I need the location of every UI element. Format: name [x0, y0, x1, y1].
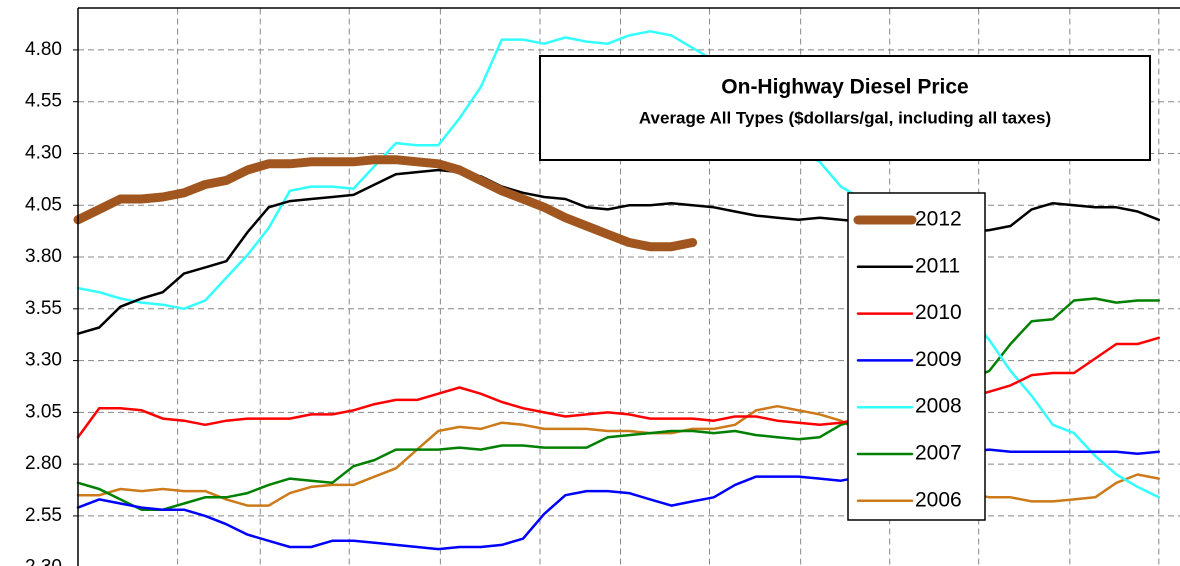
legend-label: 2009 [915, 348, 962, 371]
y-tick-label: 4.05 [25, 194, 62, 215]
y-tick-label: 2.55 [25, 505, 62, 526]
y-tick-label: 3.80 [25, 246, 62, 267]
chart-title: On-Highway Diesel Price [721, 76, 968, 99]
series-line [73, 155, 698, 252]
y-tick-label: 2.80 [25, 453, 62, 474]
y-tick-label: 4.80 [25, 39, 62, 60]
series-line [76, 404, 1161, 507]
legend-label: 2008 [915, 395, 962, 418]
chart-subtitle: Average All Types ($dollars/gal, includi… [639, 108, 1051, 127]
legend-label: 2007 [915, 442, 962, 465]
y-tick-label: 3.05 [25, 401, 62, 422]
title-frame [539, 55, 1151, 161]
y-tick-label: 2.30 [25, 557, 62, 566]
title-box: On-Highway Diesel Price Average All Type… [539, 55, 1151, 161]
legend-label: 2010 [915, 301, 962, 324]
series-line [76, 297, 1161, 511]
y-tick-label: 3.55 [25, 298, 62, 319]
y-tick-label: 4.55 [25, 91, 62, 112]
legend-label: 2011 [915, 254, 960, 277]
legend-label: 2006 [915, 488, 962, 511]
legend-label: 2012 [915, 208, 962, 231]
y-tick-label: 4.30 [25, 142, 62, 163]
legend: 2012 2011 2010 2009 2008 2007 2006 [847, 192, 986, 521]
y-tick-label: 3.30 [25, 350, 62, 371]
legend-frame [847, 192, 986, 521]
